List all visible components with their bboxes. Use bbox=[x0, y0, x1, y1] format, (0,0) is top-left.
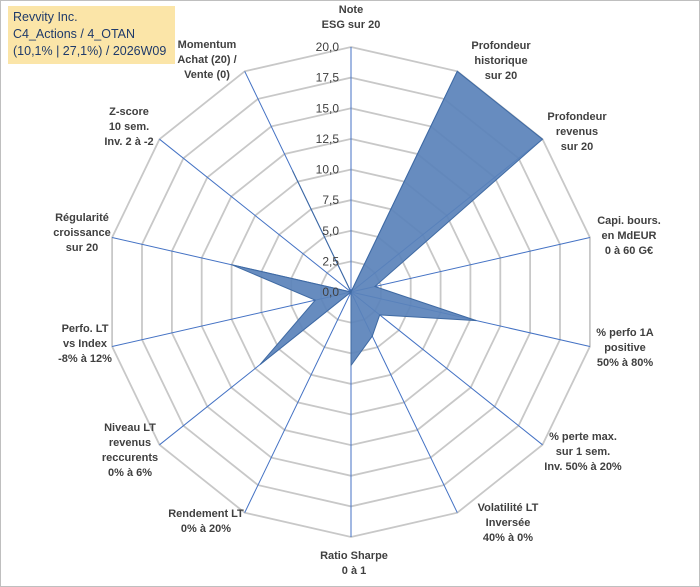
axis-label: % perte max. sur 1 sem. Inv. 50% à 20% bbox=[544, 431, 622, 473]
portfolio-path: C4_Actions / 4_OTAN bbox=[13, 27, 136, 41]
radar-series bbox=[231, 70, 544, 368]
tick-label: 5,0 bbox=[322, 224, 339, 238]
axis-labels: Note ESG sur 20 Profondeur historique sur 20… bbox=[53, 4, 661, 577]
axis-label: % perfo 1A positive 50% à 80% bbox=[596, 327, 654, 369]
tick-label: 0,0 bbox=[322, 285, 339, 299]
tick-label: 10,0 bbox=[316, 163, 340, 177]
axis-spoke bbox=[244, 291, 352, 513]
axis-spoke bbox=[350, 237, 591, 293]
axis-label: Z-score 10 sem. Inv. 2 à -2 bbox=[104, 106, 153, 148]
axis-label: Ratio Sharpe 0 à 1 bbox=[320, 550, 388, 577]
axis-label: Volatilité LT Inversée 40% à 0% bbox=[478, 502, 539, 544]
axis-label: Régularité croissance sur 20 bbox=[53, 212, 110, 254]
axis-label: Profondeur historique sur 20 bbox=[471, 40, 531, 82]
tick-label: 15,0 bbox=[316, 101, 340, 115]
axis-label: Note ESG sur 20 bbox=[322, 4, 381, 31]
company-name: Revvity Inc. bbox=[13, 10, 78, 24]
performance-period: (10,1% | 27,1%) / 2026W09 bbox=[13, 44, 167, 58]
tick-label: 12,5 bbox=[316, 132, 340, 146]
tick-label: 17,5 bbox=[316, 71, 340, 85]
tick-label: 2,5 bbox=[322, 254, 339, 268]
series-area bbox=[231, 70, 544, 368]
tick-label: 7,5 bbox=[322, 193, 339, 207]
axis-label: Niveau LT revenus reccurents 0% à 6% bbox=[102, 422, 158, 479]
axis-label: Capi. bours. en MdEUR 0 à 60 G€ bbox=[597, 215, 661, 257]
title-box: Revvity Inc. C4_Actions / 4_OTAN (10,1% … bbox=[8, 6, 175, 64]
axis-spoke bbox=[111, 291, 352, 347]
axis-spoke bbox=[159, 138, 352, 293]
axis-label: Momentum Achat (20) / Vente (0) bbox=[177, 39, 236, 81]
axis-spoke bbox=[350, 291, 543, 446]
axis-label: Rendement LT 0% à 20% bbox=[168, 508, 244, 535]
tick-label: 20,0 bbox=[316, 40, 340, 54]
axis-label: Perfo. LT vs Index -8% à 12% bbox=[58, 323, 112, 365]
radial-tick-labels: 0,0 2,5 5,0 7,5 10,0 12,5 15,0 17,5 20,0 bbox=[316, 40, 340, 299]
axis-label: Profondeur revenus sur 20 bbox=[547, 111, 607, 153]
